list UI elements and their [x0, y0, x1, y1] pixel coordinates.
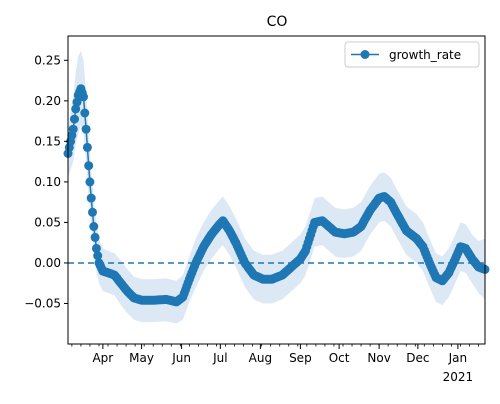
data-point — [85, 177, 95, 187]
x-year-label: 2021 — [443, 370, 474, 384]
data-point — [72, 97, 82, 107]
x-tick-label: Apr — [92, 351, 113, 365]
y-tick-label: 0.20 — [34, 94, 61, 108]
chart-title: CO — [267, 14, 288, 30]
y-tick-label: 0.10 — [34, 175, 61, 189]
data-point — [89, 222, 99, 231]
y-tick-label: 0.15 — [34, 134, 61, 148]
x-tick-label: Jul — [212, 351, 227, 365]
data-point — [79, 92, 88, 102]
x-tick-label: Aug — [249, 351, 272, 365]
data-point — [93, 251, 103, 261]
confidence-band — [68, 50, 485, 324]
data-point — [81, 124, 91, 134]
plot-frame — [67, 35, 486, 345]
legend-label: growth_rate — [389, 48, 461, 62]
legend: growth_rate — [344, 41, 480, 68]
x-tick-label: May — [129, 351, 154, 365]
data-point — [71, 104, 81, 114]
data-point — [80, 108, 90, 118]
y-tick-label: 0.25 — [34, 53, 61, 67]
data-point — [91, 243, 101, 253]
x-tick-label: Jan — [448, 351, 468, 365]
axes-layer: −0.05 0.00 0.05 0.10 0.15 0.20 0.25 Apr May Jun Ju… — [24, 35, 486, 384]
confidence-band-layer — [68, 50, 485, 324]
data-point — [86, 193, 96, 203]
data-point — [68, 124, 78, 134]
data-point — [90, 232, 100, 242]
data-point — [88, 207, 97, 217]
legend-box — [344, 41, 480, 68]
x-tick-label: Oct — [329, 351, 350, 365]
x-tick-label: Nov — [367, 351, 390, 365]
x-tick-label: Jun — [171, 351, 191, 365]
x-tick-label: Sep — [289, 351, 312, 365]
series-layer — [63, 84, 490, 307]
data-point — [70, 114, 79, 124]
y-tick-label: 0.00 — [34, 256, 61, 270]
data-point — [82, 142, 92, 152]
y-tick-label: −0.05 — [24, 296, 61, 310]
y-tick-label: 0.05 — [34, 215, 61, 229]
legend-point-marker — [360, 50, 370, 59]
x-tick-label: Dec — [406, 351, 429, 365]
data-point — [84, 161, 94, 171]
